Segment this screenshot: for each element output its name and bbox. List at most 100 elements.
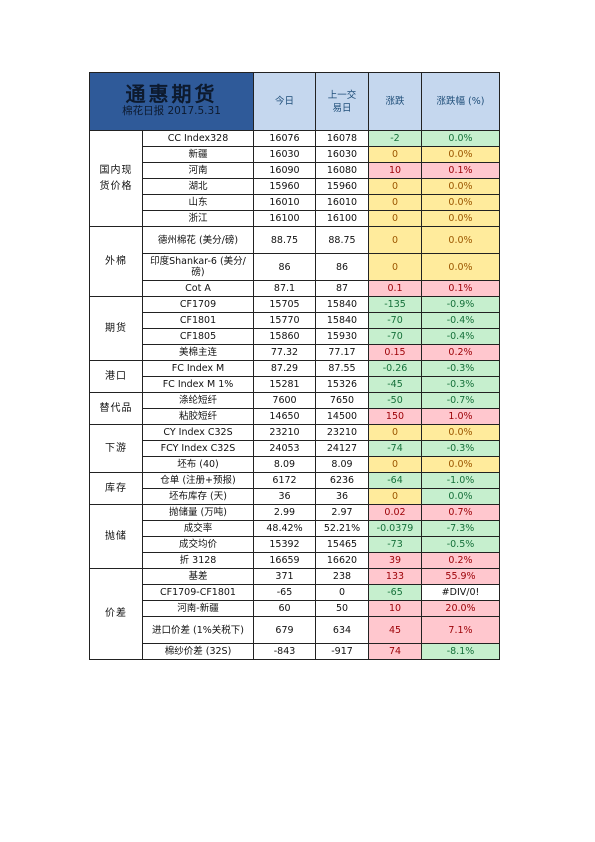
change-cell: -45 — [368, 376, 422, 393]
table-row: CF1801 15770 15840 -70 -0.4% — [90, 312, 500, 329]
pct-change-cell: 0.0% — [421, 146, 500, 163]
item-name-cell: 折 3128 — [142, 552, 254, 569]
today-value-cell: 8.09 — [253, 456, 316, 473]
item-name-cell: CC Index328 — [142, 130, 254, 147]
category-cell: 替代品 — [89, 392, 143, 425]
prev-value-cell: 86 — [315, 253, 369, 281]
pct-change-cell: -0.7% — [421, 392, 500, 409]
table-row: 成交率 48.42% 52.21% -0.0379 -7.3% — [90, 520, 500, 537]
item-name-cell: 浙江 — [142, 210, 254, 227]
today-value-cell: 88.75 — [253, 226, 316, 254]
today-value-cell: 7600 — [253, 392, 316, 409]
col-header-today: 今日 — [253, 72, 316, 131]
cotton-daily-table: 通惠期货 棉花日报 2017.5.31 今日 上一交 易日 涨跌 涨跌幅 (%) … — [89, 72, 500, 660]
prev-value-cell: -917 — [315, 643, 369, 660]
pct-change-cell: 0.0% — [421, 488, 500, 505]
table-row: 湖北 15960 15960 0 0.0% — [90, 178, 500, 195]
prev-value-cell: 52.21% — [315, 520, 369, 537]
table-row: 浙江 16100 16100 0 0.0% — [90, 210, 500, 227]
table-row: 抛储 抛储量 (万吨) 2.99 2.97 0.02 0.7% — [89, 504, 500, 569]
change-cell: 0 — [368, 226, 422, 254]
category-cell: 库存 — [89, 472, 143, 505]
prev-value-cell: 16030 — [315, 146, 369, 163]
pct-change-cell: 20.0% — [421, 600, 500, 617]
header-row: 通惠期货 棉花日报 2017.5.31 今日 上一交 易日 涨跌 涨跌幅 (%) — [89, 72, 500, 131]
prev-value-cell: 15465 — [315, 536, 369, 553]
pct-change-cell: -1.0% — [421, 472, 500, 489]
item-name-cell: FC Index M — [142, 360, 254, 377]
item-name-cell: 棉纱价差 (32S) — [142, 643, 254, 660]
today-value-cell: 16030 — [253, 146, 316, 163]
change-cell: 0.1 — [368, 280, 422, 297]
change-cell: 0 — [368, 178, 422, 195]
change-cell: 0 — [368, 424, 422, 441]
prev-value-cell: 36 — [315, 488, 369, 505]
change-cell: -0.26 — [368, 360, 422, 377]
prev-value-cell: 7650 — [315, 392, 369, 409]
change-cell: 0 — [368, 210, 422, 227]
pct-change-cell: 0.0% — [421, 130, 500, 147]
item-name-cell: 抛储量 (万吨) — [142, 504, 254, 521]
prev-value-cell: 15840 — [315, 312, 369, 329]
item-name-cell: 坯布 (40) — [142, 456, 254, 473]
pct-change-cell: 55.9% — [421, 568, 500, 585]
table-row: FC Index M 1% 15281 15326 -45 -0.3% — [90, 376, 500, 393]
change-cell: 0 — [368, 456, 422, 473]
pct-change-cell: 0.0% — [421, 226, 500, 254]
category-cell: 下游 — [89, 424, 143, 473]
pct-change-cell: 1.0% — [421, 408, 500, 425]
report-subtitle: 棉花日报 2017.5.31 — [122, 105, 221, 117]
table-row: 河南-新疆 60 50 10 20.0% — [90, 600, 500, 617]
item-name-cell: 美棉主连 — [142, 344, 254, 361]
change-cell: 10 — [368, 600, 422, 617]
change-cell: -65 — [368, 584, 422, 601]
pct-change-cell: 0.1% — [421, 280, 500, 297]
today-value-cell: 371 — [253, 568, 316, 585]
change-cell: -70 — [368, 328, 422, 345]
pct-change-cell: 0.0% — [421, 194, 500, 211]
category-cell: 抛储 — [89, 504, 143, 569]
change-cell: 45 — [368, 616, 422, 644]
table-row: 坯布库存 (天) 36 36 0 0.0% — [90, 488, 500, 505]
col-header-pct: 涨跌幅 (%) — [421, 72, 500, 131]
report-title: 通惠期货 — [125, 82, 218, 106]
item-name-cell: CF1709 — [142, 296, 254, 313]
today-value-cell: 15392 — [253, 536, 316, 553]
table-row: 替代品 涤纶短纤 7600 7650 -50 -0.7% — [89, 392, 500, 425]
pct-change-cell: -0.9% — [421, 296, 500, 313]
pct-change-cell: -0.5% — [421, 536, 500, 553]
category-cell: 国内现货价格 — [89, 130, 143, 227]
item-name-cell: FCY Index C32S — [142, 440, 254, 457]
pct-change-cell: 0.2% — [421, 344, 500, 361]
category-cell: 港口 — [89, 360, 143, 393]
prev-value-cell: 15930 — [315, 328, 369, 345]
table-row: 国内现货价格 CC Index328 16076 16078 -2 0.0% — [89, 130, 500, 227]
prev-value-cell: 88.75 — [315, 226, 369, 254]
col-header-change: 涨跌 — [368, 72, 422, 131]
today-value-cell: 15960 — [253, 178, 316, 195]
table-row: 港口 FC Index M 87.29 87.55 -0.26 -0.3% — [89, 360, 500, 393]
change-cell: 0 — [368, 253, 422, 281]
change-cell: 74 — [368, 643, 422, 660]
table-row: FCY Index C32S 24053 24127 -74 -0.3% — [90, 440, 500, 457]
pct-change-cell: -0.4% — [421, 312, 500, 329]
prev-value-cell: 87.55 — [315, 360, 369, 377]
change-cell: 0.15 — [368, 344, 422, 361]
pct-change-cell: -0.3% — [421, 360, 500, 377]
table-row: 印度Shankar-6 (美分/磅) 86 86 0 0.0% — [90, 253, 500, 281]
item-name-cell: CF1801 — [142, 312, 254, 329]
change-cell: -64 — [368, 472, 422, 489]
today-value-cell: 86 — [253, 253, 316, 281]
table-row: Cot A 87.1 87 0.1 0.1% — [90, 280, 500, 297]
change-cell: -0.0379 — [368, 520, 422, 537]
table-row: 粘胶短纤 14650 14500 150 1.0% — [90, 408, 500, 425]
item-name-cell: CF1709-CF1801 — [142, 584, 254, 601]
table-body: 通惠期货 棉花日报 2017.5.31 今日 上一交 易日 涨跌 涨跌幅 (%) … — [89, 72, 500, 660]
table-row: 坯布 (40) 8.09 8.09 0 0.0% — [90, 456, 500, 473]
today-value-cell: 24053 — [253, 440, 316, 457]
pct-change-cell: 0.0% — [421, 210, 500, 227]
item-name-cell: 印度Shankar-6 (美分/磅) — [142, 253, 254, 281]
item-name-cell: 成交均价 — [142, 536, 254, 553]
prev-value-cell: 16078 — [315, 130, 369, 147]
item-name-cell: 基差 — [142, 568, 254, 585]
